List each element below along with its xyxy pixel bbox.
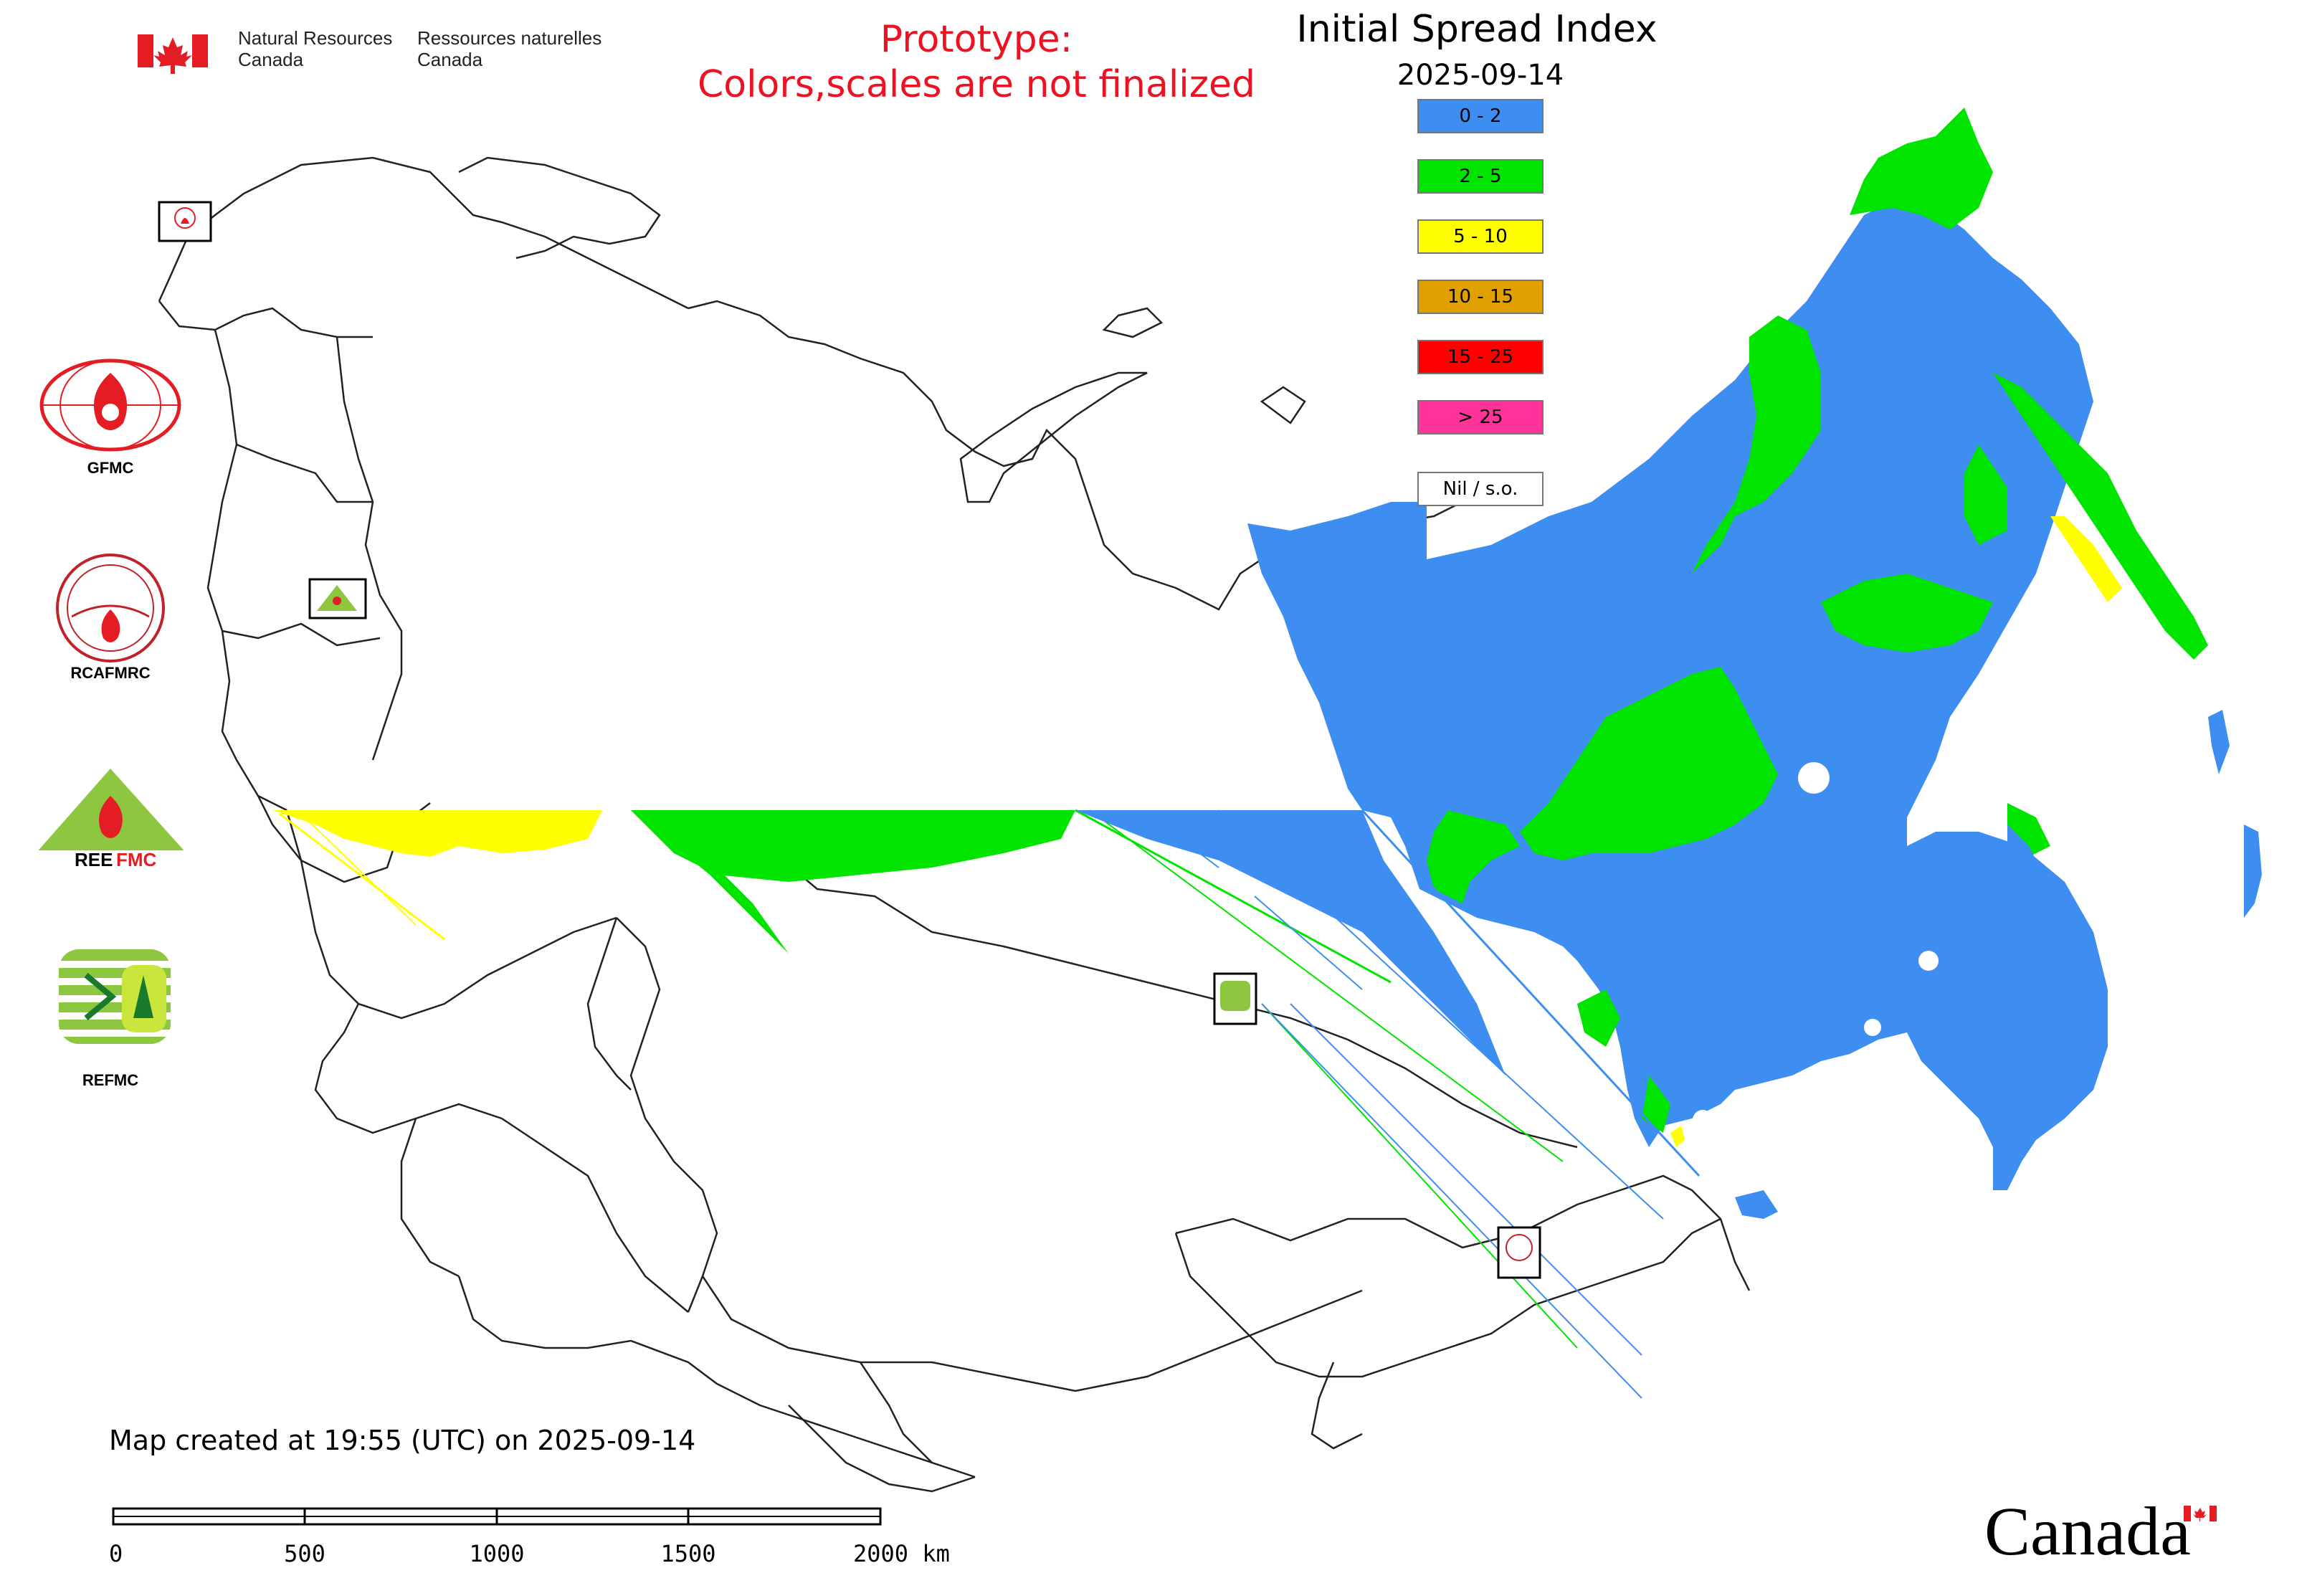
scale-tick-2000: 2000 km <box>853 1540 950 1567</box>
legend-label: 0 - 2 <box>1459 105 1502 127</box>
map-created-text: Map created at 19:55 (UTC) on 2025-09-14 <box>109 1425 695 1456</box>
legend-item-5-10: 5 - 10 <box>1417 219 1544 254</box>
scale-tick-1500: 1500 <box>660 1540 715 1567</box>
legend-item-over-25: > 25 <box>1417 400 1544 434</box>
gfmc-logo <box>39 358 181 452</box>
legend-item-nil: Nil / s.o. <box>1417 472 1544 506</box>
legend-item-0-2: 0 - 2 <box>1417 99 1544 133</box>
legend-label: 2 - 5 <box>1459 166 1502 187</box>
legend-label: Nil / s.o. <box>1442 478 1518 500</box>
gfmc-label: GFMC <box>87 459 134 477</box>
legend-label: 15 - 25 <box>1447 346 1514 368</box>
refmc-map-marker <box>1213 972 1257 1025</box>
prototype-line2: Colors,scales are not finalized <box>698 63 1255 106</box>
scale-tick-0: 0 <box>109 1540 123 1567</box>
refmc-label: REFMC <box>82 1071 138 1089</box>
nrcan-en-line1: Natural Resources <box>238 27 392 49</box>
reefmc-logo: REE FMC <box>36 769 186 870</box>
country-boundaries <box>158 156 1751 1493</box>
gfmc-map-marker <box>158 201 212 242</box>
wordmark-flag <box>2184 1506 2217 1521</box>
legend-item-10-15: 10 - 15 <box>1417 280 1544 314</box>
legend-label: > 25 <box>1457 407 1503 428</box>
nrcan-en-line2: Canada <box>238 49 304 70</box>
scale-bar <box>112 1507 882 1526</box>
legend-item-15-25: 15 - 25 <box>1417 340 1544 374</box>
rcafmrc-logo <box>56 554 165 662</box>
rcafmrc-map-marker <box>1497 1226 1541 1279</box>
isi-raster <box>272 108 2262 1399</box>
legend-label: 5 - 10 <box>1453 226 1508 247</box>
rcafmrc-label: RCAFMRC <box>70 664 150 682</box>
reefmc-map-marker <box>308 578 367 619</box>
canada-wordmark: Canada <box>1984 1493 2191 1569</box>
legend-label: 10 - 15 <box>1447 286 1514 308</box>
scale-tick-1000: 1000 <box>469 1540 524 1567</box>
refmc-logo <box>59 949 171 1044</box>
map-title: Initial Spread Index <box>1296 8 1657 51</box>
legend-item-2-5: 2 - 5 <box>1417 159 1544 194</box>
scale-tick-500: 500 <box>284 1540 325 1567</box>
map-date: 2025-09-14 <box>1397 59 1564 92</box>
nrcan-logo <box>138 34 208 74</box>
svg-text:FMC: FMC <box>116 849 157 870</box>
nrcan-fr-line1: Ressources naturelles <box>417 27 601 49</box>
prototype-line1: Prototype: <box>880 18 1072 61</box>
nrcan-fr-line2: Canada <box>417 49 483 70</box>
svg-text:REE: REE <box>75 849 113 870</box>
